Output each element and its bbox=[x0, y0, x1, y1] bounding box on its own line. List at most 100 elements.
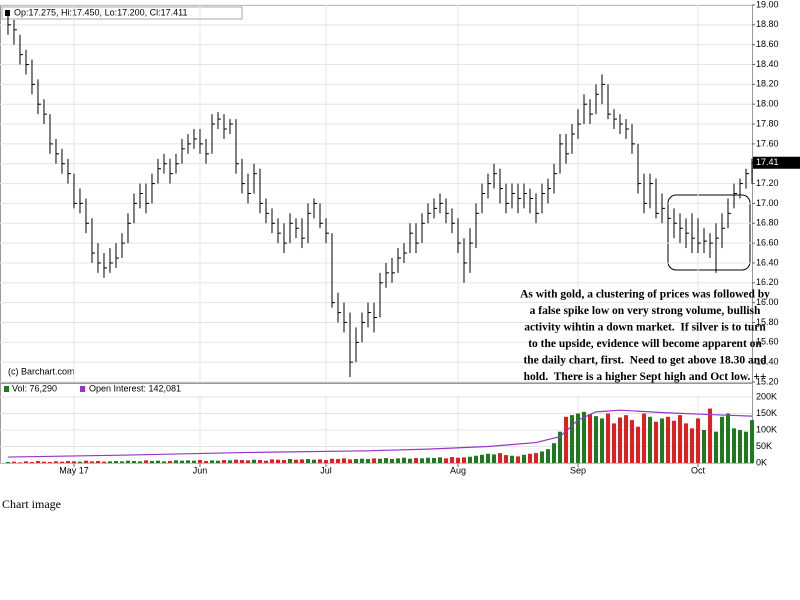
volume-bar bbox=[281, 460, 286, 463]
volume-bar bbox=[527, 453, 532, 463]
volume-bar bbox=[413, 458, 418, 463]
y-tick-label: 100K bbox=[756, 424, 777, 434]
volume-bar bbox=[707, 408, 712, 463]
volume-bar bbox=[641, 413, 646, 463]
caption: Chart image bbox=[2, 497, 61, 511]
volume-bar bbox=[539, 451, 544, 463]
volume-bar bbox=[113, 461, 118, 463]
volume-bar bbox=[125, 460, 130, 463]
volume-bar bbox=[485, 453, 490, 463]
legend-swatch bbox=[4, 386, 9, 392]
y-tick-label: 17.20 bbox=[756, 178, 779, 188]
source: (c) Barchart.com bbox=[8, 366, 75, 376]
volume-bar bbox=[287, 459, 292, 463]
volume-bar bbox=[533, 453, 538, 463]
volume-bar bbox=[383, 458, 388, 463]
volume-bar bbox=[611, 423, 616, 463]
volume-bar bbox=[605, 413, 610, 463]
volume-bar bbox=[47, 462, 52, 463]
volume-bar bbox=[515, 456, 520, 463]
volume-bar bbox=[227, 460, 232, 463]
volume-bar bbox=[347, 459, 352, 463]
volume-bar bbox=[683, 423, 688, 463]
x-tick-label: Aug bbox=[450, 465, 466, 475]
volume-bar bbox=[35, 461, 40, 463]
volume-bar bbox=[563, 416, 568, 463]
y-tick-label: 17.00 bbox=[756, 198, 779, 208]
y-tick-label: 15.20 bbox=[756, 376, 779, 386]
annotation: to the upside, evidence will become appa… bbox=[528, 338, 762, 350]
legend-swatch bbox=[80, 386, 85, 392]
volume-bar bbox=[251, 459, 256, 463]
volume-bar bbox=[497, 453, 502, 463]
volume-bar bbox=[431, 458, 436, 463]
volume-bar bbox=[671, 420, 676, 463]
volume-bar bbox=[149, 461, 154, 463]
annotation: hold. There is a higher Sept high and Oc… bbox=[524, 371, 767, 383]
volume-bar bbox=[443, 458, 448, 463]
volume-bar bbox=[257, 460, 262, 463]
volume-bar bbox=[737, 430, 742, 463]
volume-bar bbox=[545, 449, 550, 463]
volume-bar bbox=[185, 460, 190, 463]
volume-bar bbox=[695, 418, 700, 463]
volume-bar bbox=[401, 457, 406, 463]
x-tick-label: Sep bbox=[570, 465, 586, 475]
y-tick-label: 19.00 bbox=[756, 0, 779, 9]
volume-bar bbox=[689, 428, 694, 463]
volume-bar bbox=[455, 457, 460, 463]
volume-bar bbox=[323, 460, 328, 463]
y-tick-label: 150K bbox=[756, 408, 777, 418]
volume-bar bbox=[131, 461, 136, 463]
volume-bar bbox=[365, 459, 370, 463]
y-tick-label: 18.40 bbox=[756, 59, 779, 69]
volume-bar bbox=[215, 460, 220, 463]
volume-bar bbox=[599, 418, 604, 463]
volume-bar bbox=[83, 460, 88, 463]
volume-bar bbox=[647, 416, 652, 463]
volume-bar bbox=[317, 459, 322, 463]
volume-bar bbox=[245, 460, 250, 463]
volume-bar bbox=[425, 457, 430, 463]
volume-bar bbox=[77, 461, 82, 463]
volume-bar bbox=[353, 459, 358, 463]
x-tick-label: Jul bbox=[320, 465, 332, 475]
volume-bar bbox=[191, 460, 196, 463]
volume-bar bbox=[221, 460, 226, 463]
open-interest-line bbox=[7, 409, 753, 458]
annotation: activity wihtin a down market. If silver… bbox=[524, 322, 766, 334]
volume-bar bbox=[629, 420, 634, 463]
volume-bar bbox=[521, 454, 526, 463]
y-tick-label: 18.60 bbox=[756, 39, 779, 49]
volume-bar bbox=[5, 462, 10, 463]
volume-bar bbox=[65, 461, 70, 463]
volume-bar bbox=[29, 462, 34, 463]
volume-bar bbox=[509, 455, 514, 463]
y-tick-label: 15.60 bbox=[756, 337, 779, 347]
chart: Op:17.275, Hi:17.450, Lo:17.200, Cl:17.4… bbox=[0, 0, 800, 475]
volume-bar bbox=[155, 460, 160, 463]
volume-bar bbox=[743, 431, 748, 463]
y-tick-label: 200K bbox=[756, 391, 777, 401]
y-tick-label: 16.00 bbox=[756, 297, 779, 307]
volume-bar bbox=[395, 458, 400, 463]
volume-bar bbox=[161, 461, 166, 463]
volume-bar bbox=[311, 459, 316, 463]
x-tick-label: May 17 bbox=[59, 465, 89, 475]
volume-bar bbox=[173, 460, 178, 463]
volume-bar bbox=[701, 430, 706, 463]
volume-bar bbox=[305, 459, 310, 463]
y-tick-label: 18.20 bbox=[756, 79, 779, 89]
volume-bar bbox=[359, 458, 364, 463]
volume-bar bbox=[407, 458, 412, 463]
volume-bar bbox=[233, 459, 238, 463]
volume-bar bbox=[731, 428, 736, 463]
volume-bar bbox=[209, 460, 214, 463]
volume-bar bbox=[23, 461, 28, 463]
volume-bar bbox=[551, 443, 556, 463]
volume-bar bbox=[389, 459, 394, 463]
volume-bar bbox=[635, 426, 640, 463]
volume-bar bbox=[623, 415, 628, 463]
volume-bar bbox=[467, 456, 472, 463]
